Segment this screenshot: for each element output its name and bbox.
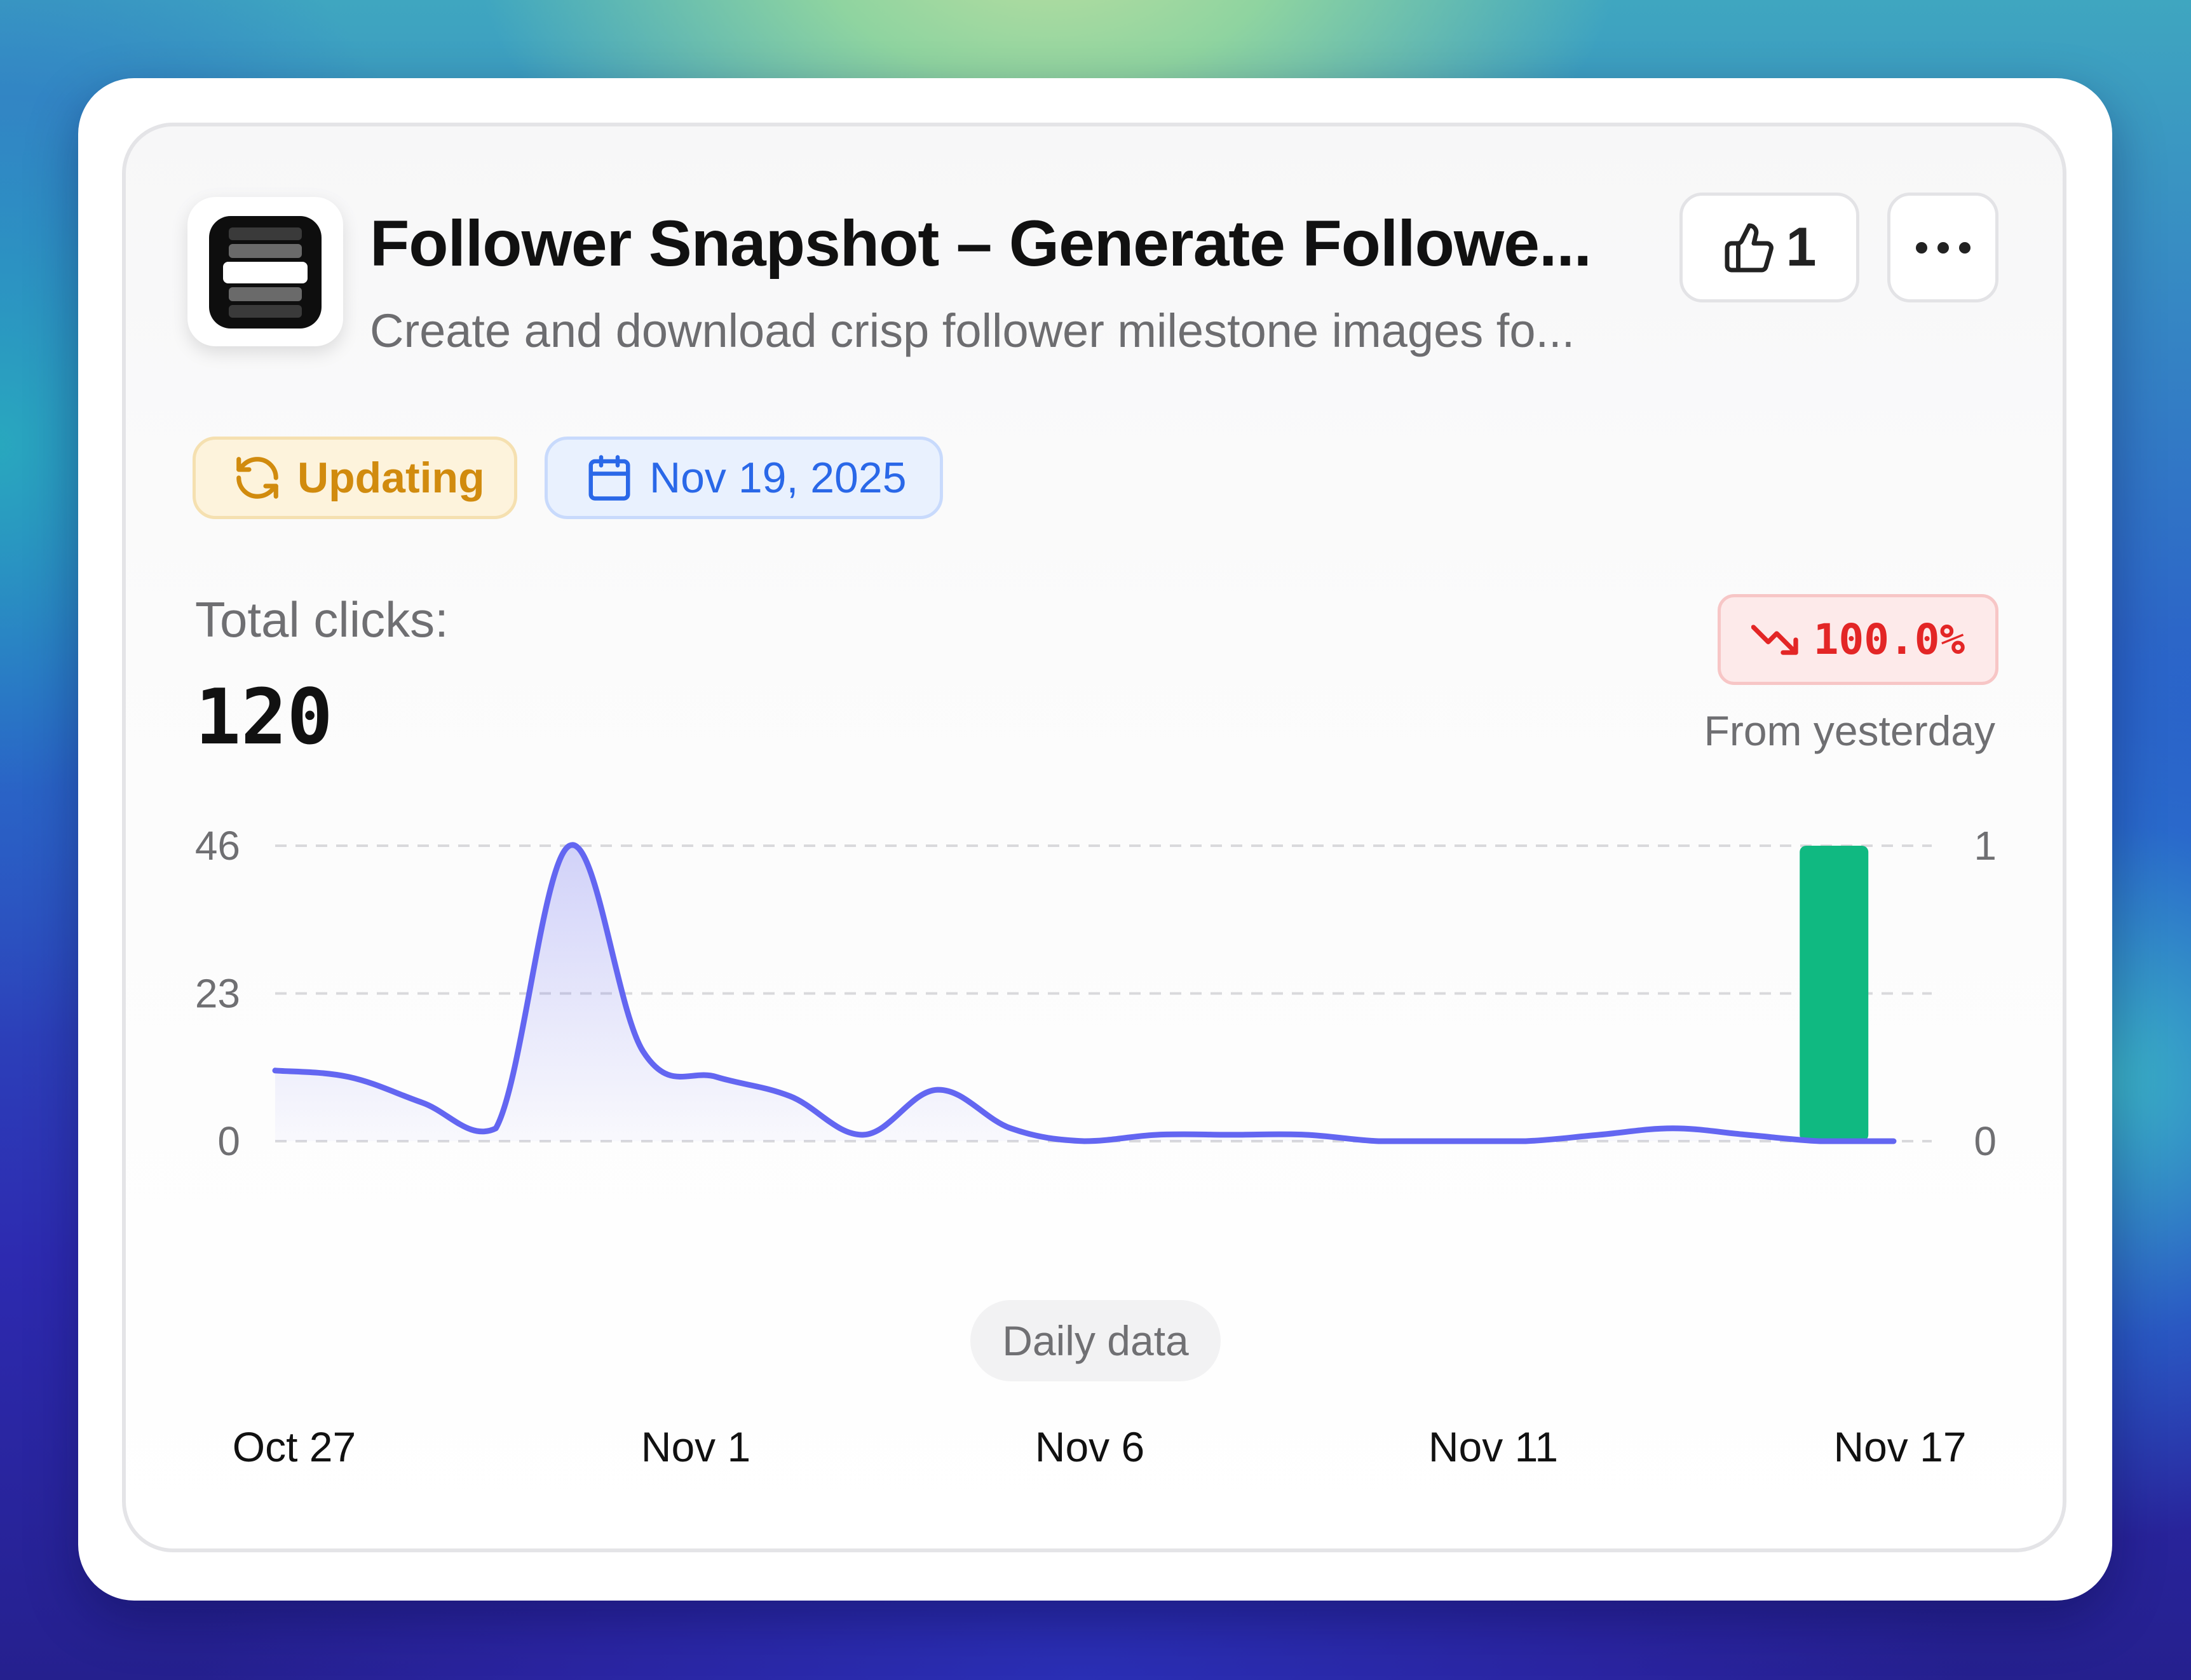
like-count: 1 [1786, 217, 1817, 278]
trend-down-icon [1751, 624, 1798, 655]
bar-mark[interactable] [1800, 846, 1869, 1141]
x-tick-label: Nov 6 [1035, 1423, 1144, 1470]
status-label: Updating [297, 454, 485, 502]
refresh-icon [236, 457, 278, 499]
app-subtitle: Create and download crisp follower miles… [370, 304, 1575, 357]
x-tick-label: Oct 27 [233, 1423, 356, 1470]
line-series-area [275, 844, 1894, 1141]
thumbs-up-icon [1725, 223, 1774, 272]
change-badge: 100.0% [1718, 594, 1998, 685]
x-tick-label: Nov 1 [641, 1423, 750, 1470]
app-logo [187, 197, 343, 346]
daily-data-toggle[interactable]: Daily data [970, 1300, 1221, 1381]
date-badge[interactable]: Nov 19, 2025 [545, 437, 943, 519]
x-tick-label: Nov 17 [1833, 1423, 1966, 1470]
y-axis-left: 0 23 46 [195, 823, 240, 1164]
calendar-icon [588, 455, 630, 501]
like-button[interactable]: 1 [1679, 193, 1859, 302]
app-title[interactable]: Follower Snapshot – Generate Followe... [370, 207, 1592, 280]
date-label: Nov 19, 2025 [649, 454, 907, 502]
y-right-tick-label: 1 [1974, 823, 1997, 869]
y-axis-right: 01 [1974, 823, 1997, 1164]
y-left-tick-label: 46 [195, 823, 240, 869]
change-caption: From yesterday [1704, 707, 1995, 754]
y-right-tick-label: 0 [1974, 1118, 1997, 1164]
status-badge: Updating [193, 437, 517, 519]
line-series [272, 842, 1897, 1144]
total-clicks-value: 120 [195, 674, 333, 762]
y-left-tick-label: 0 [217, 1118, 240, 1164]
more-options-button[interactable] [1887, 193, 1998, 302]
y-left-tick-label: 23 [195, 971, 240, 1017]
total-clicks-label: Total clicks: [195, 592, 449, 647]
stacked-bars-logo-icon [209, 216, 322, 329]
change-value: 100.0% [1813, 615, 1965, 664]
x-tick-label: Nov 11 [1428, 1423, 1558, 1470]
more-horizontal-icon [1915, 241, 1971, 254]
x-axis: Oct 27 Nov 1 Nov 6 Nov 11 Nov 17 [233, 1423, 1967, 1470]
bar-series [1800, 846, 1869, 1141]
